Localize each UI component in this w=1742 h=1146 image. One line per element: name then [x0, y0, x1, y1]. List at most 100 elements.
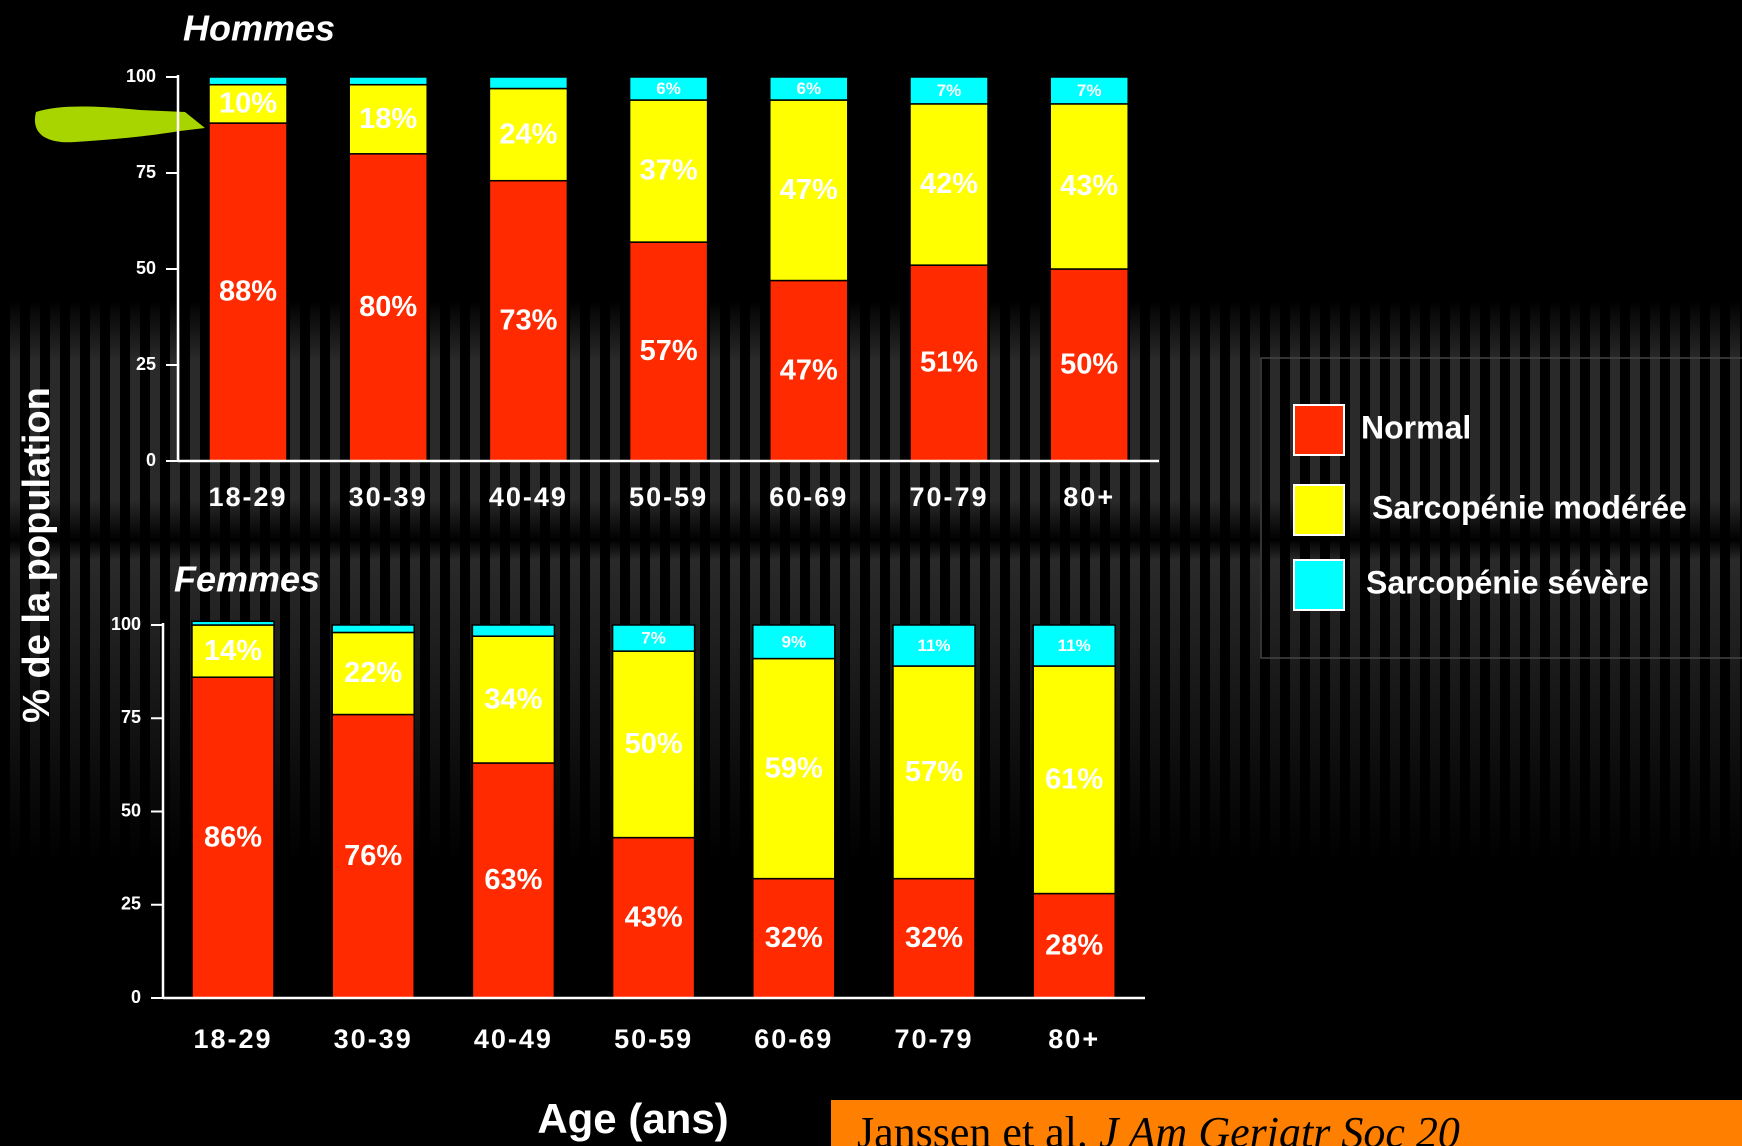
data-label: 47% [780, 354, 838, 386]
data-label: 7% [641, 629, 666, 648]
bar-segment [1049, 76, 1129, 105]
bar-segment [331, 631, 415, 716]
legend-swatch [1293, 559, 1345, 611]
bar-segment [909, 103, 989, 266]
legend-label: Sarcopénie sévère [1366, 564, 1649, 600]
decoration [34, 106, 205, 143]
data-label: 7% [1077, 81, 1102, 100]
data-label: 11% [1058, 636, 1091, 655]
bar-segment [1032, 624, 1116, 667]
y-tick-label: 25 [136, 354, 156, 374]
x-tick-label: 50-59 [614, 1024, 693, 1054]
data-label: 50% [1060, 349, 1118, 381]
legend-swatch [1293, 404, 1345, 456]
x-tick-label: 60-69 [769, 482, 848, 512]
bar-segment [331, 624, 415, 634]
bar-segment [611, 836, 696, 999]
data-label: 51% [920, 347, 978, 379]
bar-segment [752, 877, 836, 999]
bar-segment [769, 76, 849, 101]
bar-segment [348, 83, 428, 155]
bar-segment [208, 83, 288, 124]
data-label: 63% [484, 864, 542, 896]
y-tick-label: 0 [131, 987, 141, 1007]
data-label: 11% [917, 636, 950, 655]
x-tick-label: 50-59 [629, 482, 708, 512]
bar-segment [892, 665, 976, 880]
data-label: 32% [905, 922, 963, 954]
bar-segment [628, 99, 709, 243]
data-label: 57% [905, 756, 963, 788]
y-tick-label: 75 [121, 707, 141, 727]
bar-segment [1032, 892, 1116, 999]
x-tick-label: 70-79 [909, 482, 988, 512]
data-label: 43% [1060, 170, 1118, 202]
citation-authors: Janssen et al. [857, 1108, 1099, 1146]
bar-segment [1049, 268, 1129, 462]
data-label: 32% [765, 922, 823, 954]
y-tick-label: 25 [121, 894, 141, 914]
bar-segment [331, 713, 415, 999]
y-tick-label: 100 [126, 66, 156, 86]
bar-segment [208, 76, 288, 86]
legend-label: Sarcopénie modérée [1372, 489, 1687, 525]
data-label: 6% [797, 79, 822, 98]
data-label: 50% [625, 728, 683, 760]
x-tick-label: 60-69 [754, 1024, 833, 1054]
bar-segment [769, 99, 849, 282]
x-tick-label: 40-49 [489, 482, 568, 512]
x-tick-label: 80+ [1048, 1024, 1100, 1054]
bar-segment [471, 635, 556, 764]
bar-segment [208, 122, 288, 462]
chart-title: Femmes [174, 559, 320, 600]
data-label: 88% [219, 276, 277, 308]
bar-segment [611, 624, 696, 652]
y-tick-label: 50 [136, 258, 156, 278]
data-label: 28% [1045, 929, 1103, 961]
x-tick-label: 70-79 [894, 1024, 973, 1054]
y-tick-label: 75 [136, 162, 156, 182]
bar-segment [191, 620, 275, 626]
x-tick-label: 30-39 [334, 1024, 413, 1054]
bar-segment [752, 624, 836, 660]
bar-segment [909, 264, 989, 462]
citation: Janssen et al. J Am Geriatr Soc 20 [831, 1100, 1742, 1146]
data-label: 42% [920, 168, 978, 200]
x-tick-label: 30-39 [349, 482, 428, 512]
y-tick-label: 0 [146, 450, 156, 470]
data-label: 76% [344, 840, 402, 872]
chart-title: Hommes [183, 8, 335, 49]
bar-segment [471, 762, 556, 999]
bar-segment [191, 624, 275, 678]
data-label: 73% [499, 304, 557, 336]
data-label: 10% [219, 88, 277, 120]
legend-frame [1260, 357, 1742, 659]
data-label: 22% [344, 657, 402, 689]
bar-segment [488, 76, 569, 90]
bar-segment [909, 76, 989, 105]
data-label: 59% [765, 752, 823, 784]
data-label: 61% [1045, 763, 1103, 795]
citation-journal: J Am Geriatr Soc 20 [1098, 1108, 1460, 1146]
bar-segment [892, 624, 976, 667]
data-label: 47% [780, 174, 838, 206]
x-tick-label: 18-29 [193, 1024, 272, 1054]
bar-segment [611, 650, 696, 839]
data-label: 57% [640, 335, 698, 367]
data-label: 18% [359, 103, 417, 135]
data-label: 80% [359, 291, 417, 323]
data-label: 24% [499, 118, 557, 150]
x-tick-label: 80+ [1063, 482, 1115, 512]
x-axis-label: Age (ans) [537, 1095, 728, 1142]
data-label: 6% [656, 79, 681, 98]
data-label: 43% [625, 901, 683, 933]
bar-segment [628, 76, 709, 101]
y-axis-label: % de la population [16, 387, 58, 723]
data-label: 86% [204, 821, 262, 853]
bar-segment [191, 676, 275, 999]
bar-segment [1049, 103, 1129, 270]
x-tick-label: 40-49 [474, 1024, 553, 1054]
